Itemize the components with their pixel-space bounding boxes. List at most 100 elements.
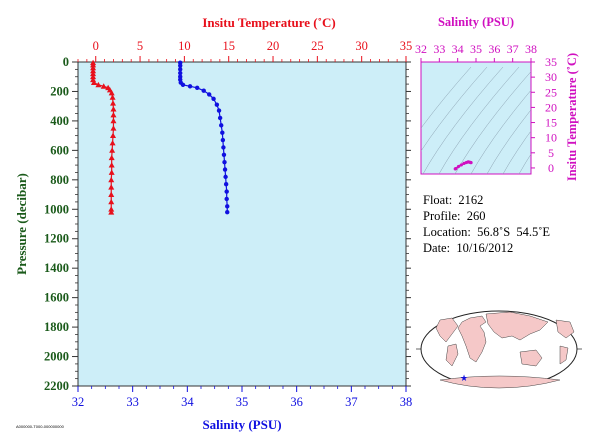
temperature-tick-label: 0 xyxy=(93,39,99,53)
ts-density-contour xyxy=(518,153,531,174)
pressure-tick-label: 2000 xyxy=(44,350,69,364)
salinity-point xyxy=(225,210,230,215)
pressure-tick-label: 400 xyxy=(50,114,69,128)
temperature-point xyxy=(110,112,117,118)
ts-point xyxy=(459,163,463,167)
map-land-south-america-east xyxy=(559,345,569,365)
salinity-tick-label: 36 xyxy=(290,395,303,409)
salinity-point xyxy=(224,196,229,202)
pressure-tick-label: 1600 xyxy=(44,291,69,305)
pressure-tick-label: 1000 xyxy=(44,202,69,216)
pressure-tick-label: 1200 xyxy=(44,232,69,246)
temperature-point xyxy=(110,106,117,112)
salinity-point xyxy=(180,82,186,88)
salinity-point xyxy=(220,130,225,135)
temperature-point xyxy=(109,147,116,153)
ts-point xyxy=(454,166,458,171)
float-id-row: Float: 2162 xyxy=(423,192,593,208)
salinity-point xyxy=(201,88,206,93)
salinity-point xyxy=(222,159,227,165)
ts-temperature-tick-label: 15 xyxy=(545,116,557,130)
salinity-point xyxy=(178,63,183,68)
temperature-point xyxy=(100,83,107,89)
map-land-africa-europe xyxy=(457,315,487,363)
ts-series xyxy=(453,160,473,171)
temperature-point xyxy=(108,162,115,168)
pressure-tick-label: 800 xyxy=(50,173,69,187)
pressure-tick-label: 200 xyxy=(50,84,69,98)
temperature-point xyxy=(108,154,115,161)
temperature-point xyxy=(108,206,115,212)
float-location-map: ★ xyxy=(416,310,582,389)
ts-point xyxy=(456,164,461,169)
ts-salinity-tick-label: 37 xyxy=(507,42,519,56)
date-label: Date: xyxy=(423,241,451,255)
map-land-north-america xyxy=(435,317,459,343)
temperature-point xyxy=(90,64,97,71)
temperature-tick-label: 25 xyxy=(311,39,324,53)
ts-temperature-tick-label: 10 xyxy=(545,131,557,145)
temperature-point xyxy=(108,169,115,175)
temperature-axis-ticks: 0 5 10 15 20 25 30 35 xyxy=(77,39,413,62)
ts-salinity-tick-label: 33 xyxy=(433,42,445,56)
date-value: 10/16/2012 xyxy=(456,241,514,255)
pressure-tick-label: 0 xyxy=(63,55,69,69)
ts-temperature-tick-label: 30 xyxy=(545,70,557,84)
location-row: Location: 56.8˚S 54.5˚E xyxy=(423,224,593,240)
salinity-point xyxy=(219,123,224,128)
ts-salinity-tick-label: 35 xyxy=(470,42,482,56)
float-location-marker-icon: ★ xyxy=(460,374,468,384)
salinity-point xyxy=(214,102,220,107)
ts-density-contour xyxy=(470,89,531,174)
ts-temperature-tick-label: 20 xyxy=(545,100,557,114)
temperature-point xyxy=(108,176,115,183)
float-info: Float: 2162 Profile: 260 Location: 56.8˚… xyxy=(423,192,593,256)
map-land-asia xyxy=(485,311,549,341)
profile-plot-background xyxy=(77,61,407,387)
temperature-point xyxy=(110,132,117,139)
pressure-axis-ticks: 0 200 400 600 800 1000 1200 1400 1600 1800 2000 220… xyxy=(44,55,78,393)
salinity-tick-label: 33 xyxy=(126,395,139,409)
temperature-point xyxy=(90,70,97,77)
date-row: Date: 10/16/2012 xyxy=(423,240,593,256)
salinity-point xyxy=(222,167,228,172)
temperature-tick-label: 10 xyxy=(178,39,191,53)
ts-density-contour xyxy=(421,66,488,152)
ts-density-contour xyxy=(502,130,531,174)
map-land-north-america-east xyxy=(555,319,575,339)
map-land-antarctica xyxy=(439,375,561,389)
pressure-tick-label: 1400 xyxy=(44,261,69,275)
map-land-australia xyxy=(519,349,543,367)
salinity-point xyxy=(223,182,229,187)
salinity-point xyxy=(223,174,228,180)
ts-temperature-tick-label: 25 xyxy=(545,85,557,99)
temperature-point xyxy=(108,184,115,190)
temperature-point xyxy=(95,81,102,88)
temperature-point xyxy=(108,191,115,197)
location-value: 56.8˚S 54.5˚E xyxy=(477,225,551,239)
temperature-point xyxy=(108,209,115,215)
profile-row: Profile: 260 xyxy=(423,208,593,224)
salinity-point xyxy=(217,115,223,121)
temperature-tick-label: 35 xyxy=(400,39,413,53)
map-land-south-america xyxy=(445,343,459,367)
salinity-point xyxy=(216,108,222,113)
ts-salinity-ticks: 32 33 34 35 36 37 38 xyxy=(415,42,537,62)
salinity-tick-label: 38 xyxy=(400,395,413,409)
temperature-point xyxy=(108,198,115,205)
salinity-axis-ticks: 32 33 34 35 36 37 38 xyxy=(72,386,413,409)
salinity-axis-title: Salinity (PSU) xyxy=(202,417,281,432)
ts-temperature-tick-label: 0 xyxy=(548,161,554,175)
temperature-point xyxy=(110,100,117,106)
temperature-point xyxy=(90,67,97,74)
temperature-point xyxy=(110,125,117,131)
ts-salinity-title: Salinity (PSU) xyxy=(438,15,514,29)
float-id-label: Float: xyxy=(423,193,453,207)
salinity-point xyxy=(207,92,212,97)
ts-density-contour xyxy=(486,109,531,174)
ts-density-contour xyxy=(438,66,520,174)
salinity-tick-label: 32 xyxy=(72,395,85,409)
ts-temperature-title: Insitu Temperature (˚C) xyxy=(565,53,579,181)
